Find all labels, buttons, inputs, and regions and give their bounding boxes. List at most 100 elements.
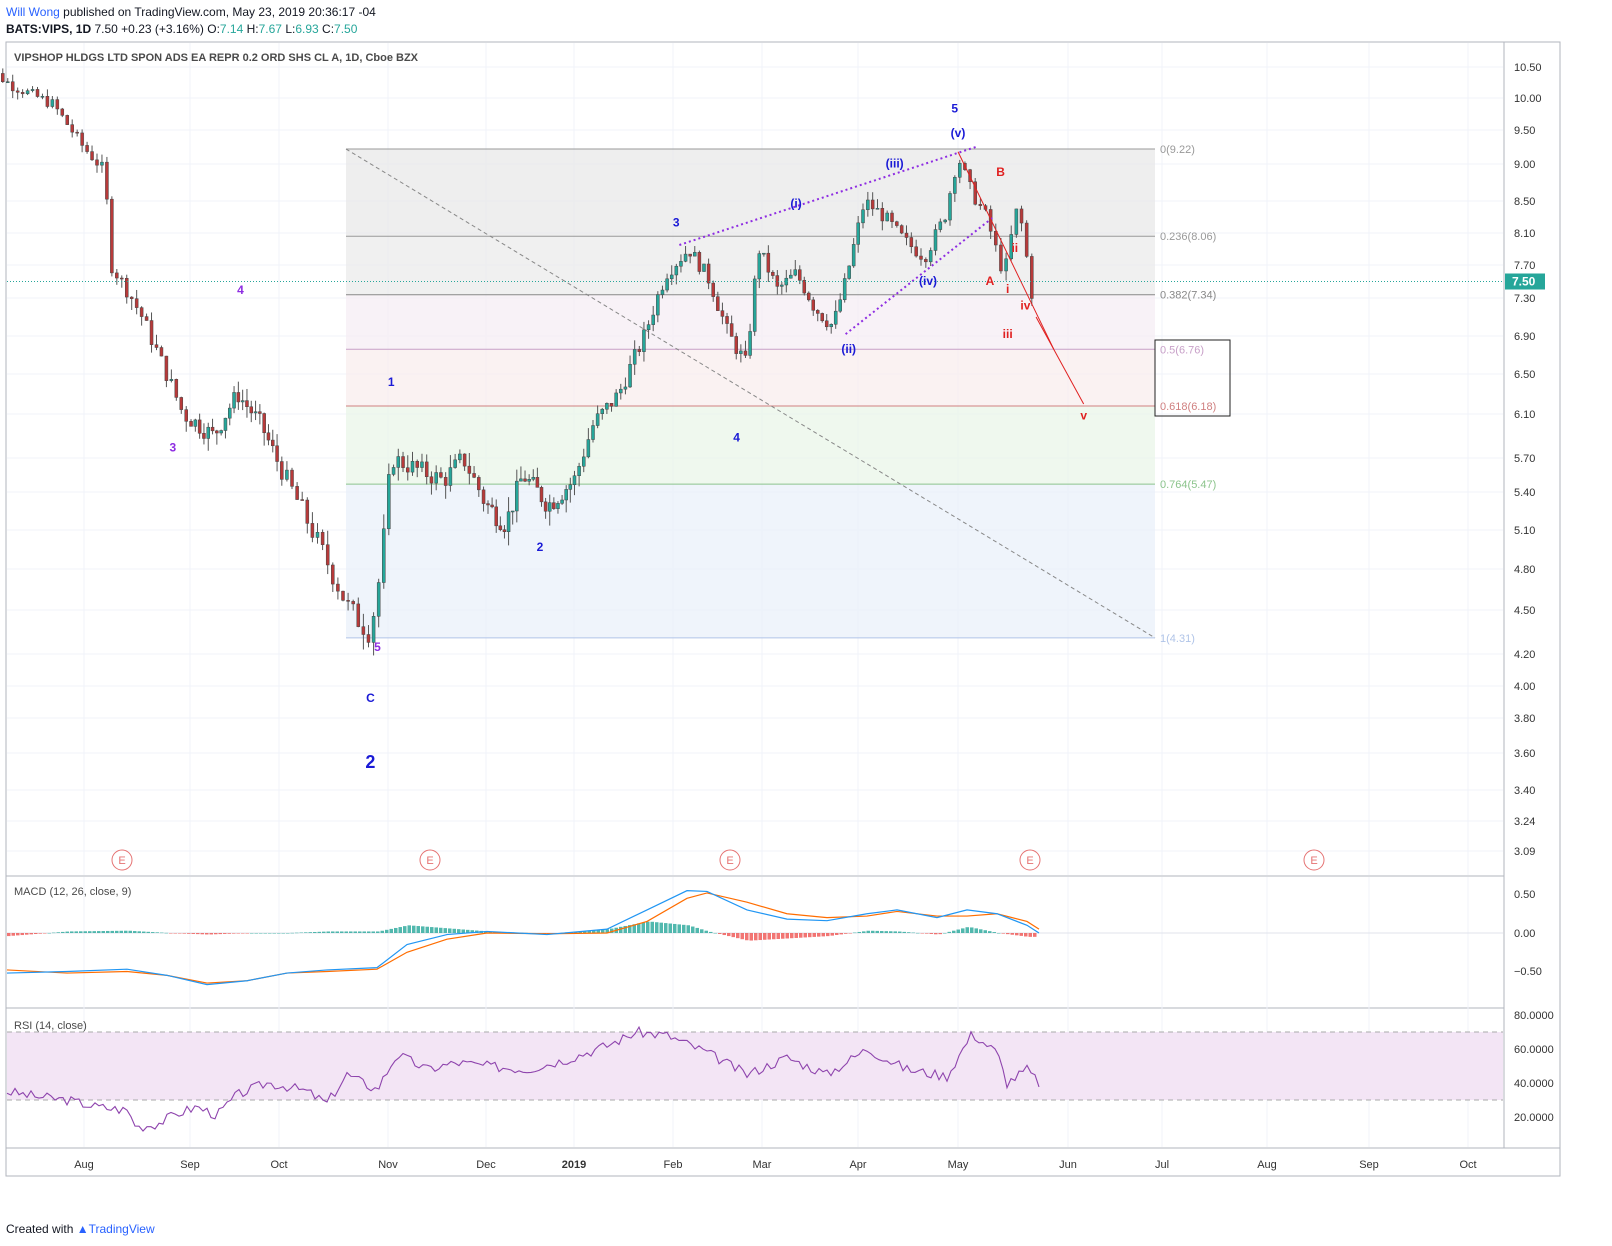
macd-histogram-bar: [331, 931, 335, 933]
macd-histogram-bar: [196, 933, 200, 935]
candle-body: [716, 296, 720, 311]
macd-histogram-bar: [16, 933, 20, 936]
macd-histogram-bar: [97, 931, 101, 933]
macd-histogram-bar: [650, 921, 654, 933]
earnings-marker[interactable]: [419, 849, 441, 871]
earnings-marker[interactable]: [1019, 849, 1041, 871]
candle-body: [453, 459, 457, 468]
candle-body: [789, 274, 793, 279]
macd-histogram-bar: [817, 933, 821, 937]
candle-body: [184, 409, 188, 422]
candle-body: [560, 499, 564, 504]
macd-pane: [5, 875, 1505, 1009]
candle-body: [65, 115, 69, 125]
candle-body: [15, 90, 20, 93]
macd-histogram-bar: [209, 933, 213, 935]
macd-histogram-bar: [263, 933, 267, 934]
time-tick-label: Apr: [849, 1159, 866, 1171]
wave-label: ii: [1011, 241, 1018, 255]
candle-body: [210, 426, 215, 432]
candle-body: [341, 590, 345, 601]
time-tick-label: Aug: [1257, 1159, 1277, 1171]
macd-histogram-bar: [758, 933, 762, 941]
candle-body: [1019, 208, 1024, 224]
candle-body: [748, 331, 752, 356]
macd-histogram-bar: [340, 931, 344, 933]
candle-body: [60, 108, 65, 116]
candle-body: [933, 229, 938, 251]
macd-histogram-bar: [983, 930, 987, 933]
macd-histogram-bar: [236, 933, 240, 934]
tradingview-brand[interactable]: TradingView: [88, 1222, 155, 1236]
fib-level-label: 0.618(6.18): [1160, 401, 1216, 413]
candle-body: [595, 413, 600, 426]
created-with-text: Created with: [6, 1222, 74, 1236]
wave-label: 1: [388, 375, 395, 389]
fib-level-label: 0.764(5.47): [1160, 479, 1216, 491]
macd-histogram-bar: [889, 931, 893, 933]
macd-histogram-bar: [448, 928, 452, 933]
candle-body: [665, 278, 669, 291]
wave-label: A: [986, 274, 995, 288]
candle-body: [401, 456, 405, 468]
candle-body: [807, 292, 811, 301]
candle-body: [30, 89, 35, 91]
candle-body: [100, 161, 104, 166]
candle-body: [729, 323, 734, 337]
candle-body: [628, 364, 632, 388]
candle-body: [448, 467, 453, 486]
wave-label: B: [996, 165, 1005, 179]
macd-histogram-bar: [1015, 933, 1019, 936]
macd-histogram-bar: [403, 926, 407, 933]
candle-body: [943, 219, 947, 223]
candle-body: [775, 275, 780, 287]
candle-body: [683, 253, 688, 262]
macd-histogram-bar: [830, 933, 834, 936]
macd-histogram-bar: [281, 933, 285, 934]
macd-histogram-bar: [146, 931, 150, 933]
price-pane-title: VIPSHOP HLDGS LTD SPON ADS EA REPR 0.2 O…: [14, 52, 419, 64]
open-label: O:: [207, 22, 220, 36]
candle-body: [1030, 256, 1034, 299]
macd-histogram-bar: [956, 929, 960, 933]
candle-body: [40, 96, 45, 98]
author-link[interactable]: Will Wong: [6, 5, 60, 19]
candle-body: [793, 269, 798, 276]
price-tick-label: 5.10: [1514, 525, 1535, 537]
candle-body: [424, 461, 429, 477]
wave-label: v: [1080, 409, 1087, 423]
time-tick-label: Dec: [476, 1159, 496, 1171]
macd-histogram-bar: [412, 925, 416, 933]
candle-body: [382, 528, 386, 583]
candle-body: [215, 430, 219, 434]
macd-histogram-bar: [124, 930, 128, 933]
earnings-marker[interactable]: [1303, 849, 1325, 871]
macd-histogram-bar: [659, 922, 663, 933]
candle-body: [486, 503, 490, 506]
candle-body: [5, 81, 10, 83]
candle-body: [642, 329, 646, 352]
candle-body: [477, 477, 481, 491]
macd-histogram-bar: [218, 933, 222, 935]
candle-body: [833, 310, 838, 325]
macd-histogram-bar: [673, 923, 677, 933]
macd-histogram-bar: [227, 933, 231, 934]
candle-body: [115, 272, 119, 279]
earnings-marker[interactable]: [111, 849, 133, 871]
macd-histogram-bar: [794, 933, 798, 938]
macd-histogram-bar: [106, 930, 110, 933]
candle-body: [506, 511, 511, 532]
macd-histogram-bar: [938, 933, 942, 935]
candle-body: [904, 232, 909, 238]
wave-label: 5: [951, 102, 958, 116]
macd-histogram-bar: [421, 926, 425, 933]
candle-body: [895, 221, 899, 226]
earnings-marker[interactable]: [719, 849, 741, 871]
macd-histogram-bar: [407, 925, 411, 933]
candle-body: [637, 349, 642, 352]
candle-body: [743, 350, 748, 356]
macd-histogram-bar: [11, 933, 15, 936]
candle-body: [539, 487, 544, 503]
candle-body: [95, 159, 99, 166]
